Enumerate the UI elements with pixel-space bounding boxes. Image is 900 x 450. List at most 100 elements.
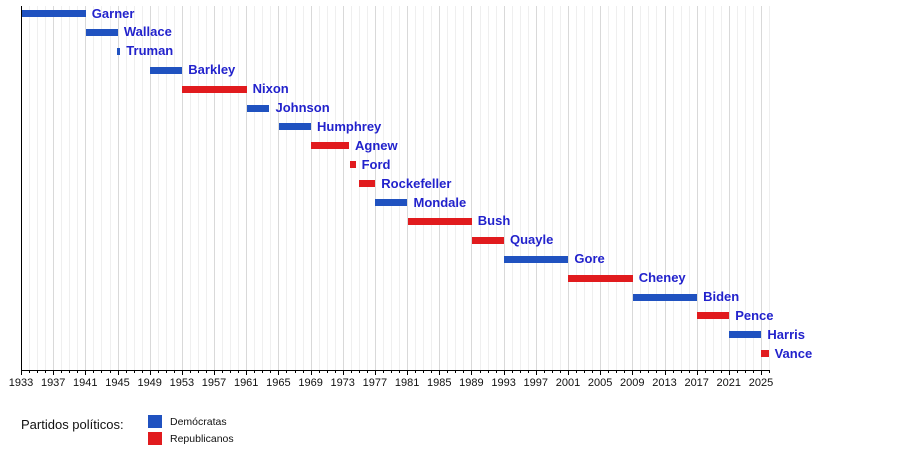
gridline-1974 [350, 6, 352, 370]
gridline-1978 [383, 6, 384, 370]
gridline-1977 [374, 6, 376, 370]
gridline-1957 [214, 6, 215, 370]
tick-label-1937: 1937 [40, 377, 66, 389]
gridline-1950 [157, 6, 159, 370]
tick-1948 [141, 371, 143, 373]
bar-label-biden: Biden [703, 289, 740, 304]
bar-label-humphrey: Humphrey [317, 118, 382, 134]
gridline-1951 [165, 6, 167, 370]
tick-1942 [93, 371, 95, 373]
tick-1995 [519, 371, 521, 373]
tick-label-1933: 1933 [8, 377, 34, 389]
bar-rockefeller [358, 180, 376, 188]
bar-label-rockefeller: Rockefeller [381, 175, 452, 191]
bar-pence [697, 312, 730, 320]
gridline-1994 [511, 6, 513, 370]
gridline-1983 [423, 6, 425, 370]
gridline-2019 [712, 6, 714, 370]
tick-1949 [149, 371, 151, 375]
tick-label-1993: 1993 [491, 377, 516, 389]
bar-label-vance: Vance [774, 345, 813, 361]
bar-barkley [150, 66, 183, 74]
gridline-1982 [415, 6, 417, 370]
tick-label-1965: 1965 [266, 377, 291, 389]
tick-label-1953: 1953 [169, 377, 195, 389]
gridline-2015 [680, 6, 682, 370]
tick-2011 [648, 371, 650, 373]
bar-garner [21, 10, 86, 17]
tick-1980 [399, 371, 400, 373]
bar-nixon [182, 85, 247, 93]
gridline-1986 [447, 6, 449, 370]
gridline-2004 [592, 6, 594, 370]
tick-1981 [407, 371, 409, 375]
gridline-1968 [302, 6, 304, 370]
tick-label-1973: 1973 [330, 377, 355, 389]
tick-2006 [608, 371, 610, 373]
tick-label-1981: 1981 [394, 377, 420, 389]
gridline-1944 [109, 6, 111, 370]
tick-1983 [423, 371, 425, 373]
tick-1944 [109, 371, 111, 373]
gridline-1942 [93, 6, 95, 370]
tick-2004 [592, 371, 594, 373]
tick-1968 [302, 371, 304, 373]
tick-2007 [616, 371, 618, 373]
tick-label-2025: 2025 [748, 377, 774, 389]
gridline-1997 [535, 6, 537, 370]
tick-1976 [366, 371, 368, 373]
tick-2017 [696, 371, 698, 375]
tick-1950 [157, 371, 159, 373]
gridline-2006 [608, 6, 610, 370]
gridline-1992 [495, 6, 497, 370]
tick-label-1997: 1997 [523, 377, 549, 389]
tick-label-2009: 2009 [620, 377, 645, 389]
tick-2014 [672, 371, 674, 373]
tick-2018 [704, 371, 706, 373]
tick-label-1985: 1985 [427, 377, 452, 389]
tick-1978 [383, 371, 384, 373]
tick-1991 [487, 371, 489, 373]
tick-2010 [640, 371, 642, 373]
bar-mondale [375, 199, 408, 206]
gridline-2002 [576, 6, 577, 370]
gridline-1943 [101, 6, 103, 370]
gridline-2008 [624, 6, 626, 370]
tick-1967 [294, 371, 296, 373]
tick-1998 [543, 371, 545, 373]
gridline-2005 [600, 6, 602, 370]
bar-label-truman: Truman [126, 43, 174, 59]
gridline-1952 [173, 6, 175, 370]
tick-2001 [568, 371, 569, 375]
tick-1992 [495, 371, 497, 373]
gridline-1956 [206, 6, 207, 370]
gridline-1975 [358, 6, 360, 370]
bar-biden [632, 293, 697, 301]
tick-2019 [712, 371, 714, 373]
tick-2026 [769, 371, 770, 373]
gridline-1947 [133, 6, 135, 370]
tick-label-1949: 1949 [137, 377, 162, 389]
gridline-2026 [769, 6, 770, 370]
tick-2024 [753, 371, 754, 373]
gridline-1966 [286, 6, 288, 370]
gridline-1948 [141, 6, 143, 370]
gridline-1995 [519, 6, 521, 370]
plot-area: Garner Wallace Truman Barkley Nixon Johnson Hu… [8, 6, 813, 389]
legend-swatch-demo-cratas [148, 415, 162, 428]
bar-label-johnson: Johnson [275, 100, 330, 115]
tick-1941 [85, 371, 87, 375]
tick-1952 [173, 371, 175, 373]
gridline-1939 [69, 6, 71, 370]
tick-1961 [246, 371, 248, 375]
tick-1946 [125, 371, 127, 373]
tick-1933 [21, 371, 22, 375]
gridline-1991 [487, 6, 489, 370]
tick-2023 [744, 371, 746, 373]
gridline-1935 [37, 6, 39, 370]
tick-1959 [230, 371, 232, 373]
legend-swatch-republicanos [148, 431, 162, 445]
bar-vance [761, 350, 769, 358]
gridline-1972 [334, 6, 336, 370]
gridline-1998 [543, 6, 545, 370]
